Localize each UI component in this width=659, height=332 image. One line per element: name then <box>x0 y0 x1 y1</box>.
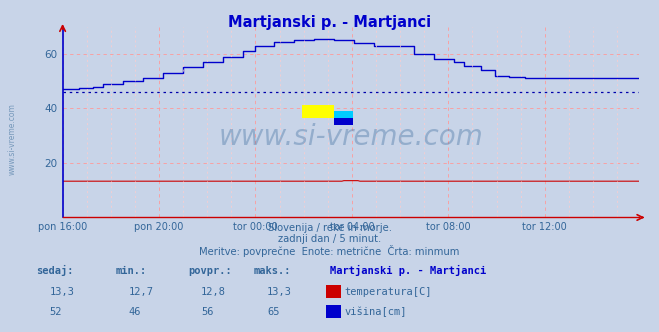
Text: 46: 46 <box>129 307 141 317</box>
Text: min.:: min.: <box>115 266 146 276</box>
Text: maks.:: maks.: <box>254 266 291 276</box>
FancyBboxPatch shape <box>302 105 333 118</box>
Text: zadnji dan / 5 minut.: zadnji dan / 5 minut. <box>278 234 381 244</box>
Text: sedaj:: sedaj: <box>36 265 74 276</box>
Text: 65: 65 <box>267 307 279 317</box>
Text: Martjanski p. - Martjanci: Martjanski p. - Martjanci <box>228 15 431 30</box>
Text: višina[cm]: višina[cm] <box>345 307 407 317</box>
Text: 13,3: 13,3 <box>267 288 292 297</box>
Text: Meritve: povprečne  Enote: metrične  Črta: minmum: Meritve: povprečne Enote: metrične Črta:… <box>199 245 460 257</box>
Text: povpr.:: povpr.: <box>188 266 231 276</box>
Text: www.si-vreme.com: www.si-vreme.com <box>8 104 17 175</box>
Text: 12,7: 12,7 <box>129 288 154 297</box>
Text: Slovenija / reke in morje.: Slovenija / reke in morje. <box>268 223 391 233</box>
Text: temperatura[C]: temperatura[C] <box>345 288 432 297</box>
FancyBboxPatch shape <box>333 111 353 118</box>
Text: 12,8: 12,8 <box>201 288 226 297</box>
Text: 56: 56 <box>201 307 214 317</box>
Text: Martjanski p. - Martjanci: Martjanski p. - Martjanci <box>330 265 486 276</box>
Text: 52: 52 <box>49 307 62 317</box>
Text: www.si-vreme.com: www.si-vreme.com <box>219 123 483 151</box>
FancyBboxPatch shape <box>333 118 353 125</box>
Text: 13,3: 13,3 <box>49 288 74 297</box>
